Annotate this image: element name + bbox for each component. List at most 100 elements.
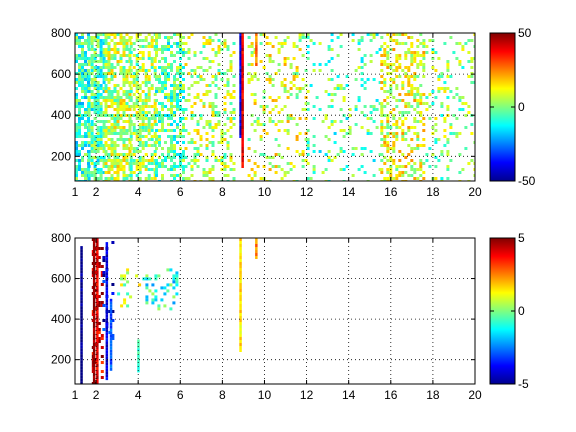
heatmap-stripe-cell — [96, 358, 99, 361]
heatmap-stripe-cell — [96, 292, 99, 295]
heatmap-cell — [292, 165, 296, 168]
heatmap-cell — [217, 123, 221, 126]
heatmap-cell — [150, 87, 154, 90]
heatmap-cell — [327, 48, 331, 51]
heatmap-cell — [357, 99, 361, 102]
heatmap-stripe-cell — [239, 334, 242, 337]
heatmap-cell — [78, 57, 81, 60]
heatmap-cell — [223, 96, 227, 99]
heatmap-stripe-cell — [241, 99, 244, 102]
heatmap-cell — [419, 144, 423, 147]
heatmap-cell — [179, 51, 182, 54]
heatmap-cell — [413, 51, 417, 54]
heatmap-cell — [205, 39, 209, 42]
heatmap-cell — [176, 87, 179, 90]
heatmap-cell — [153, 72, 157, 75]
heatmap-cell — [96, 114, 100, 117]
heatmap-cell — [167, 36, 170, 39]
heatmap-cell — [99, 129, 103, 132]
heatmap-cell — [170, 111, 173, 114]
heatmap-cell — [383, 105, 387, 108]
heatmap-cell — [158, 120, 161, 123]
heatmap-cell — [102, 156, 106, 159]
heatmap-cell — [205, 144, 209, 147]
heatmap-cell — [179, 162, 182, 165]
heatmap-cell — [268, 156, 272, 159]
heatmap-cell — [324, 117, 328, 120]
heatmap-cell — [179, 39, 182, 42]
heatmap-cell — [170, 36, 173, 39]
heatmap-cell — [90, 36, 94, 39]
heatmap-cell — [425, 51, 429, 54]
heatmap-cell — [295, 75, 299, 78]
heatmap-cell — [208, 39, 212, 42]
heatmap-cell — [122, 144, 126, 147]
heatmap-cell — [135, 81, 139, 84]
heatmap-cell — [170, 99, 173, 102]
heatmap-stripe-cell — [239, 126, 242, 129]
heatmap-cell — [135, 114, 139, 117]
heatmap-cell — [182, 126, 185, 129]
heatmap-cell — [419, 60, 423, 63]
heatmap-cell — [413, 72, 417, 75]
heatmap-cell — [431, 51, 435, 54]
heatmap-cell — [97, 331, 101, 334]
heatmap-cell — [116, 123, 120, 126]
heatmap-cell — [173, 54, 176, 57]
heatmap-cell — [87, 60, 91, 63]
heatmap-cell — [295, 93, 299, 96]
heatmap-cell — [113, 57, 117, 60]
heatmap-cell — [211, 177, 215, 180]
heatmap-cell — [144, 168, 148, 171]
heatmap-cell — [232, 168, 236, 171]
heatmap-cell — [161, 129, 164, 132]
y-tick-label: 400 — [51, 108, 71, 122]
heatmap-stripe-cell — [241, 147, 244, 150]
heatmap-stripe-cell — [96, 280, 99, 283]
heatmap-cell — [153, 57, 157, 60]
heatmap-cell — [81, 174, 84, 177]
heatmap-cell — [102, 72, 106, 75]
heatmap-cell — [431, 102, 435, 105]
heatmap-cell — [324, 135, 328, 138]
heatmap-cell — [173, 93, 176, 96]
heatmap-cell — [458, 108, 462, 111]
heatmap-cell — [96, 39, 100, 42]
heatmap-cell — [208, 105, 212, 108]
heatmap-cell — [161, 48, 164, 51]
heatmap-cell — [395, 120, 399, 123]
heatmap-cell — [437, 78, 441, 81]
heatmap-cell — [452, 114, 456, 117]
heatmap-cell — [312, 150, 316, 153]
heatmap-cell — [422, 144, 426, 147]
heatmap-stripe-cell — [239, 328, 242, 331]
heatmap-cell — [277, 165, 281, 168]
heatmap-stripe-cell — [239, 289, 242, 292]
heatmap-cell — [286, 147, 290, 150]
heatmap-cell — [75, 129, 78, 132]
heatmap-cell — [129, 81, 133, 84]
heatmap-cell — [104, 78, 108, 81]
heatmap-stripe-cell — [92, 298, 96, 301]
heatmap-cell — [383, 42, 387, 45]
heatmap-cell — [161, 51, 164, 54]
heatmap-stripe-cell — [80, 321, 83, 325]
heatmap-cell — [141, 57, 145, 60]
heatmap-cell — [437, 138, 441, 141]
heatmap-cell — [110, 126, 114, 129]
heatmap-cell — [151, 292, 155, 296]
heatmap-cell — [96, 108, 100, 111]
heatmap-cell — [437, 75, 441, 78]
heatmap-cell — [113, 132, 117, 135]
heatmap-cell — [259, 123, 263, 126]
heatmap-cell — [410, 93, 414, 96]
heatmap-cell — [446, 153, 450, 156]
heatmap-cell — [386, 150, 390, 153]
heatmap-cell — [187, 93, 191, 96]
heatmap-cell — [172, 277, 176, 281]
heatmap-cell — [170, 144, 173, 147]
heatmap-cell — [125, 54, 129, 57]
heatmap-cell — [125, 105, 129, 108]
heatmap-cell — [205, 138, 209, 141]
heatmap-cell — [467, 75, 471, 78]
